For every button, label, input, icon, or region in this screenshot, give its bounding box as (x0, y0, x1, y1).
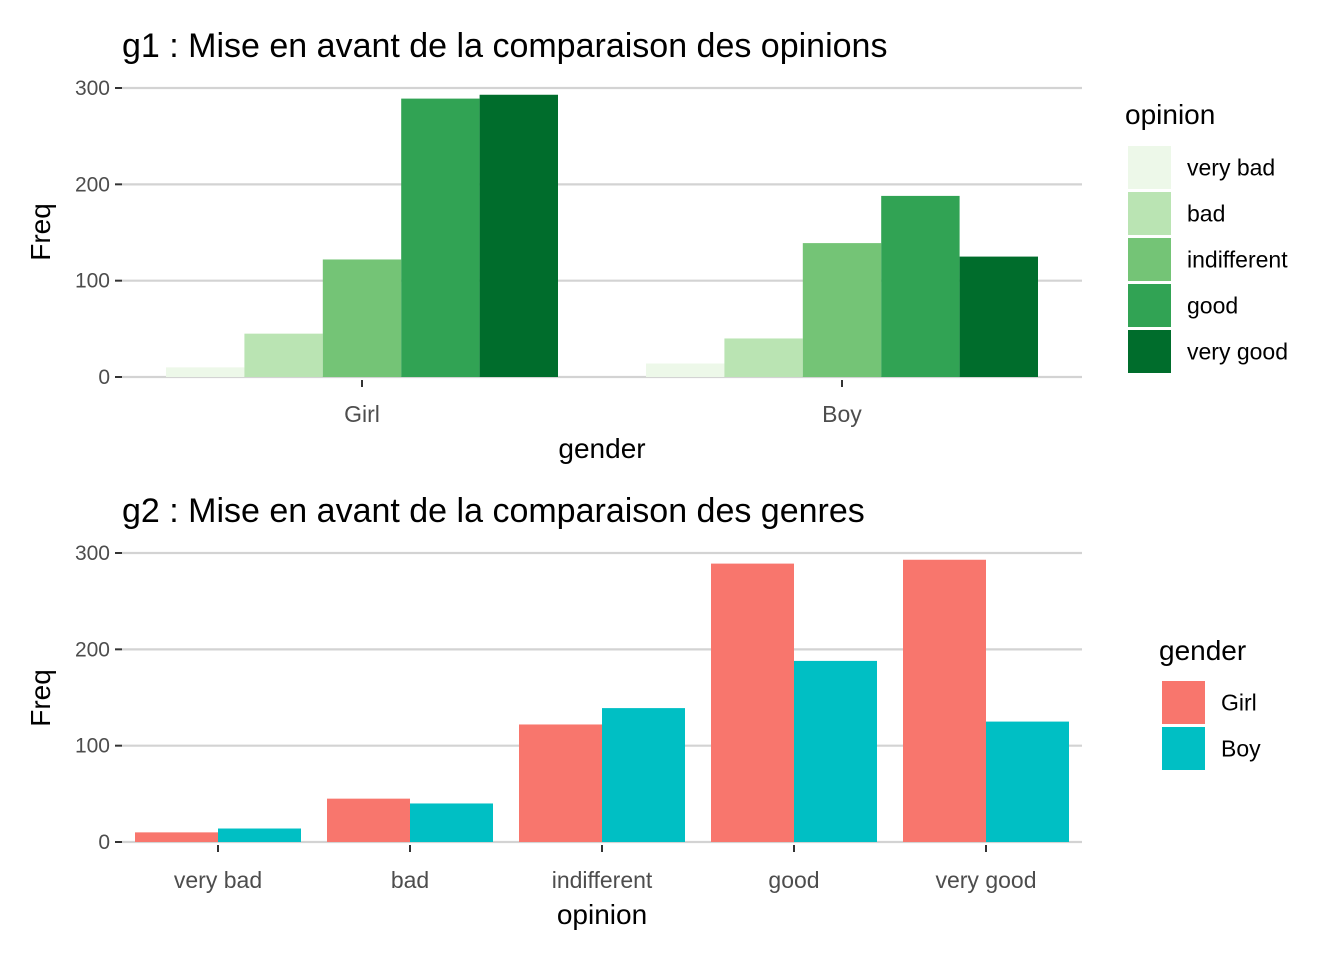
bar (479, 94, 558, 377)
y-tick-label: 100 (75, 735, 110, 758)
legend-label: Girl (1221, 690, 1257, 716)
legend-key (1128, 284, 1171, 327)
y-tick-label: 300 (75, 77, 110, 100)
bar (794, 660, 877, 842)
y-tick-label: 200 (75, 638, 110, 661)
x-tick-label: bad (391, 867, 429, 893)
bar (959, 256, 1038, 377)
legend-label: Boy (1221, 736, 1261, 762)
bar (711, 563, 794, 842)
legend-key (1128, 146, 1171, 189)
bar (802, 243, 882, 377)
legend-key (1128, 192, 1171, 235)
x-tick-label: good (768, 867, 819, 893)
legend-key (1128, 330, 1171, 373)
bar (135, 832, 218, 842)
bars (135, 559, 1069, 842)
x-axis-label: gender (558, 433, 645, 464)
legend: Girl Boy (1162, 681, 1261, 770)
bar (519, 724, 602, 842)
chart-panel-opinions: g1 : Mise en avant de la comparaison des… (25, 27, 1288, 464)
y-tick-label: 100 (75, 270, 110, 293)
legend: very bad bad indifferent good very good (1128, 146, 1288, 373)
y-axis-label: Freq (25, 203, 56, 261)
x-tick-label: Girl (344, 401, 380, 427)
chart-title: g2 : Mise en avant de la comparaison des… (122, 492, 865, 530)
x-axis: very bad bad indifferent good very good (174, 845, 1037, 893)
bar (602, 708, 685, 842)
chart-panel-genders: g2 : Mise en avant de la comparaison des… (25, 492, 1261, 930)
x-tick-label: Boy (822, 401, 862, 427)
y-tick-label: 300 (75, 542, 110, 565)
y-tick-label: 0 (98, 366, 110, 389)
legend-label: indifferent (1187, 247, 1288, 273)
legend-title: gender (1159, 635, 1246, 666)
legend-label: very bad (1187, 155, 1275, 181)
y-tick-label: 0 (98, 831, 110, 854)
x-tick-label: very bad (174, 867, 262, 893)
bar (327, 798, 410, 842)
x-axis-label: opinion (557, 899, 647, 930)
legend-key (1128, 238, 1171, 281)
bar (166, 367, 245, 377)
bar (322, 259, 402, 377)
x-tick-label: very good (935, 867, 1036, 893)
bars (166, 94, 1038, 378)
x-axis: Girl Boy (344, 380, 862, 427)
bar (881, 195, 960, 377)
bar (986, 721, 1069, 842)
legend-title: opinion (1125, 99, 1215, 130)
bar (903, 559, 986, 842)
bar (401, 98, 480, 378)
bar (410, 803, 493, 842)
legend-key (1162, 681, 1205, 724)
legend-label: good (1187, 293, 1238, 319)
bar (646, 363, 725, 377)
bar (218, 828, 301, 842)
bar (244, 333, 323, 377)
x-tick-label: indifferent (552, 867, 653, 893)
y-tick-label: 200 (75, 173, 110, 196)
y-axis-label: Freq (25, 669, 56, 727)
legend-label: bad (1187, 201, 1225, 227)
legend-label: very good (1187, 339, 1288, 365)
legend-key (1162, 727, 1205, 770)
bar (724, 338, 803, 377)
chart-title: g1 : Mise en avant de la comparaison des… (122, 27, 887, 65)
